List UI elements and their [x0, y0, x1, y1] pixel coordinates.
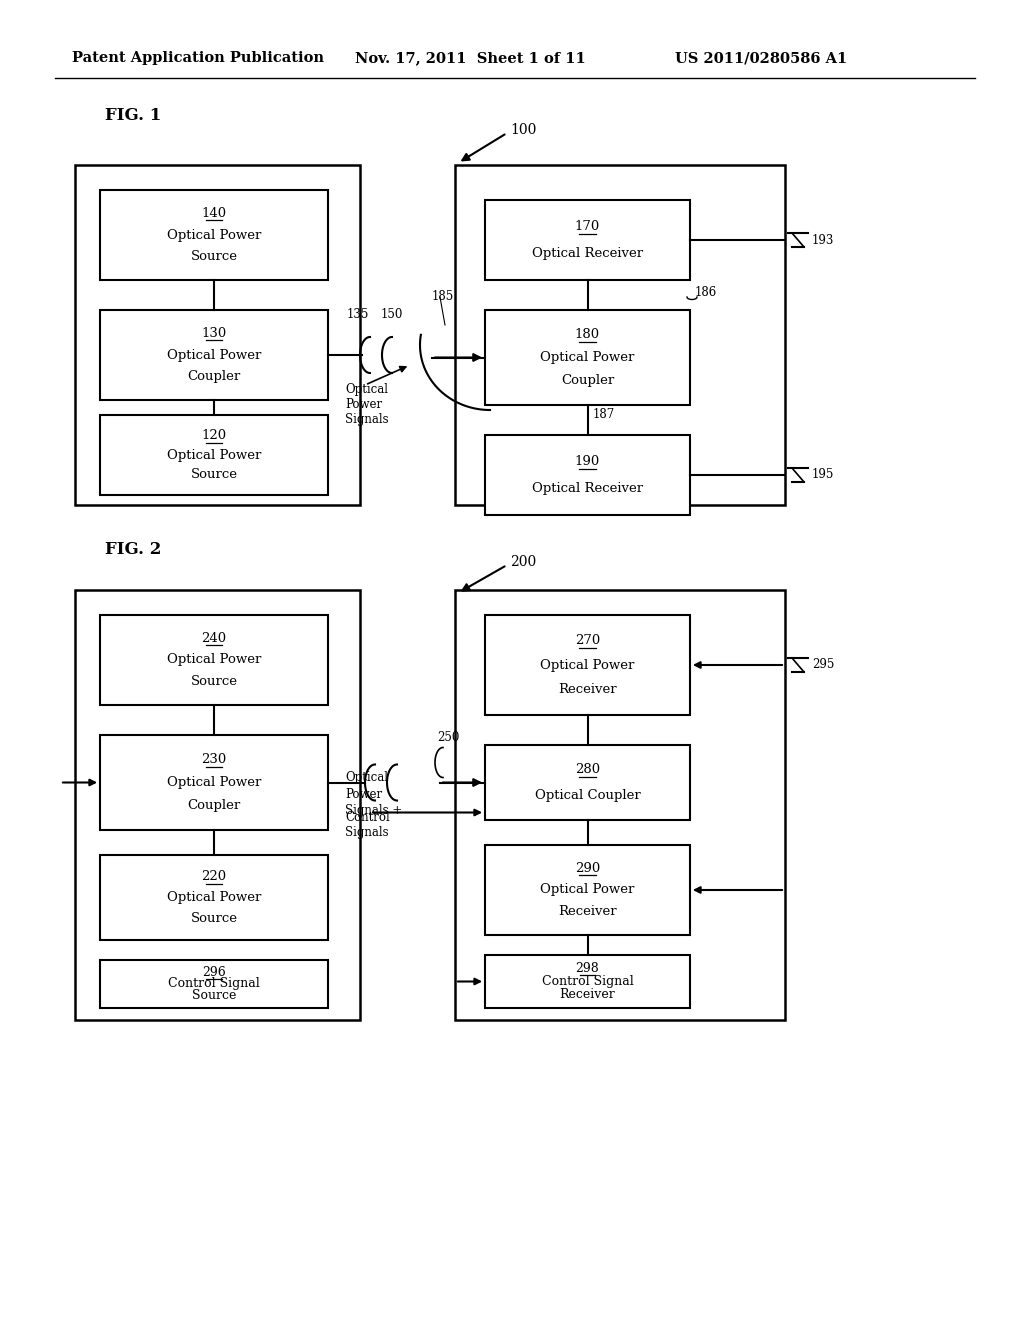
Text: Optical Receiver: Optical Receiver — [531, 247, 643, 260]
Text: 185: 185 — [432, 290, 455, 304]
Text: 150: 150 — [381, 309, 403, 322]
Text: Optical Power: Optical Power — [167, 891, 261, 904]
Text: FIG. 1: FIG. 1 — [105, 107, 161, 124]
Bar — [100, 615, 328, 705]
Bar — [100, 190, 328, 280]
Text: Optical Power: Optical Power — [167, 776, 261, 789]
Text: Signals: Signals — [345, 826, 389, 840]
Text: Optical Power: Optical Power — [541, 659, 635, 672]
Bar — [485, 954, 690, 1008]
Bar — [485, 310, 690, 405]
Text: Power: Power — [345, 788, 382, 801]
Text: Source: Source — [190, 912, 238, 924]
Text: Source: Source — [190, 676, 238, 688]
Text: 230: 230 — [202, 752, 226, 766]
Text: Optical Power: Optical Power — [167, 449, 261, 462]
Bar — [100, 960, 328, 1008]
Bar — [75, 590, 360, 1020]
Bar — [455, 165, 785, 506]
Text: Signals: Signals — [345, 413, 389, 426]
Text: FIG. 2: FIG. 2 — [105, 541, 162, 558]
Text: Optical: Optical — [345, 384, 388, 396]
Text: 186: 186 — [695, 285, 717, 298]
Text: 100: 100 — [510, 123, 537, 137]
Text: 170: 170 — [574, 220, 600, 232]
Text: Optical Power: Optical Power — [167, 348, 261, 362]
Text: Coupler: Coupler — [187, 799, 241, 812]
Text: Receiver: Receiver — [558, 906, 616, 919]
Text: Optical: Optical — [345, 771, 388, 784]
Text: Coupler: Coupler — [561, 374, 614, 387]
Text: Optical Power: Optical Power — [541, 351, 635, 364]
Text: Source: Source — [190, 251, 238, 264]
Text: Signals +: Signals + — [345, 804, 402, 817]
Text: 180: 180 — [574, 327, 600, 341]
Text: 130: 130 — [202, 326, 226, 339]
Bar — [100, 414, 328, 495]
Text: Coupler: Coupler — [187, 371, 241, 383]
Bar — [100, 735, 328, 830]
Text: US 2011/0280586 A1: US 2011/0280586 A1 — [675, 51, 847, 65]
Text: Control Signal: Control Signal — [542, 975, 634, 987]
Text: 190: 190 — [574, 455, 600, 467]
Text: 195: 195 — [812, 469, 835, 482]
Bar — [100, 855, 328, 940]
Text: 220: 220 — [202, 870, 226, 883]
Text: 120: 120 — [202, 429, 226, 442]
Text: 135: 135 — [347, 309, 370, 322]
Text: 250: 250 — [437, 731, 459, 744]
Text: Optical Power: Optical Power — [541, 883, 635, 896]
Text: 187: 187 — [593, 408, 614, 421]
Text: Optical Power: Optical Power — [167, 228, 261, 242]
Text: Control Signal: Control Signal — [168, 978, 260, 990]
Bar — [485, 201, 690, 280]
Text: Power: Power — [345, 399, 382, 412]
Text: Nov. 17, 2011  Sheet 1 of 11: Nov. 17, 2011 Sheet 1 of 11 — [355, 51, 586, 65]
Text: 240: 240 — [202, 632, 226, 644]
Text: Control: Control — [345, 810, 390, 824]
Text: Optical Power: Optical Power — [167, 653, 261, 667]
Text: 296: 296 — [202, 966, 226, 979]
Text: Source: Source — [191, 989, 237, 1002]
Text: 295: 295 — [812, 659, 835, 672]
Text: Receiver: Receiver — [558, 682, 616, 696]
Bar — [100, 310, 328, 400]
Text: Optical Coupler: Optical Coupler — [535, 789, 640, 801]
Text: 193: 193 — [812, 234, 835, 247]
Text: Receiver: Receiver — [560, 987, 615, 1001]
Text: 298: 298 — [575, 962, 599, 975]
Text: 280: 280 — [574, 763, 600, 776]
Text: Patent Application Publication: Patent Application Publication — [72, 51, 324, 65]
Text: 270: 270 — [574, 634, 600, 647]
Bar — [485, 436, 690, 515]
Text: 200: 200 — [510, 554, 537, 569]
Text: Optical Receiver: Optical Receiver — [531, 482, 643, 495]
Bar — [455, 590, 785, 1020]
Text: 140: 140 — [202, 207, 226, 219]
Text: 290: 290 — [574, 862, 600, 875]
Bar — [485, 845, 690, 935]
Text: Source: Source — [190, 467, 238, 480]
Bar — [485, 744, 690, 820]
Bar — [75, 165, 360, 506]
Bar — [485, 615, 690, 715]
